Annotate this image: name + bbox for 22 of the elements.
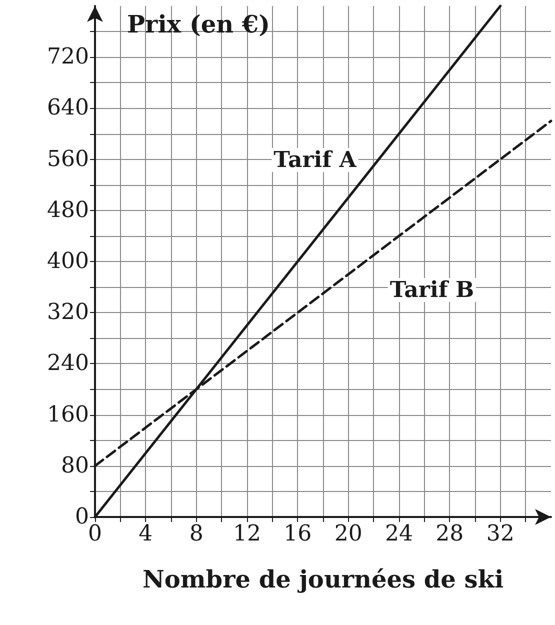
series-label: Tarif B xyxy=(390,277,474,303)
x-tick-label: 20 xyxy=(334,522,362,546)
y-tick-label: 240 xyxy=(47,351,89,376)
y-tick-label: 400 xyxy=(47,249,89,274)
series-label: Tarif A xyxy=(274,147,358,173)
x-tick-label: 8 xyxy=(189,522,204,546)
x-tick-label: 12 xyxy=(233,522,261,546)
x-axis-title: Nombre de journées de ski xyxy=(142,564,504,594)
x-tick-label: 16 xyxy=(284,522,312,546)
x-tick-label: 28 xyxy=(436,522,464,546)
y-axis-title: Prix (en €) xyxy=(127,10,270,38)
y-tick-label: 720 xyxy=(47,44,89,70)
y-tick-label: 640 xyxy=(47,96,89,121)
y-tick-label: 80 xyxy=(61,453,89,478)
x-tick-label: 24 xyxy=(385,522,413,546)
y-tick-label: 320 xyxy=(47,300,89,326)
y-tick-label: 0 xyxy=(75,504,89,530)
x-tick-label: 4 xyxy=(138,522,153,546)
y-tick-label: 480 xyxy=(47,198,89,223)
y-tick-label: 560 xyxy=(47,146,89,172)
y-tick-label: 160 xyxy=(47,402,89,428)
x-tick-label: 32 xyxy=(486,522,514,546)
